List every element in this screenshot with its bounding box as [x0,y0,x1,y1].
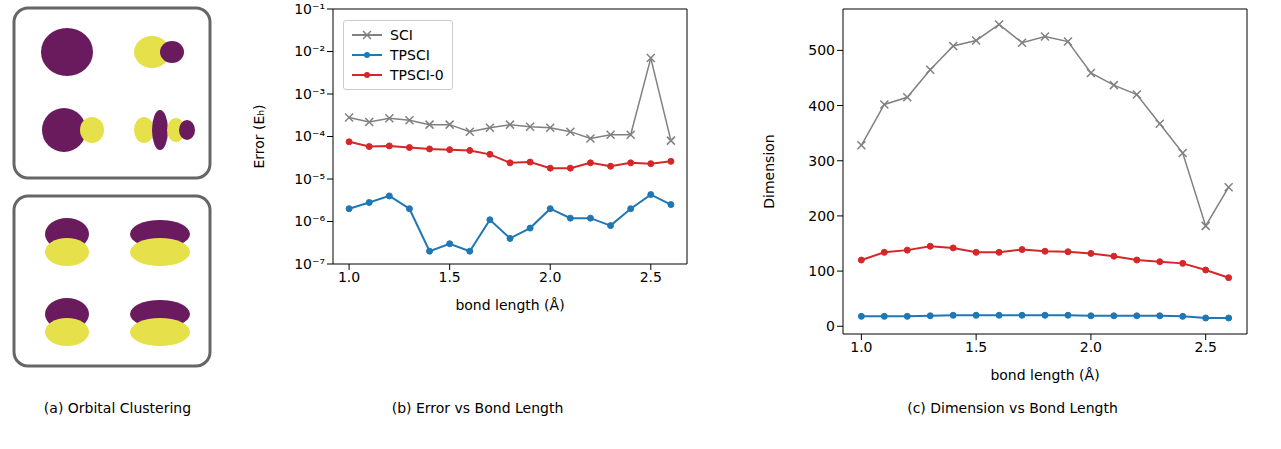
svg-text:bond length (Å): bond length (Å) [455,297,564,313]
svg-text:Dimension: Dimension [761,134,777,208]
svg-text:10⁻⁵: 10⁻⁵ [294,171,325,187]
svg-text:10⁻²: 10⁻² [294,43,325,59]
svg-text:1.5: 1.5 [439,269,461,285]
svg-text:500: 500 [808,42,835,58]
svg-text:10⁻¹: 10⁻¹ [294,1,325,17]
svg-text:400: 400 [808,98,835,114]
svg-text:0: 0 [826,318,835,334]
svg-text:1.0: 1.0 [338,269,360,285]
html-text:TPSCI-0: TPSCI-0 [390,67,444,83]
svg-text:bond length (Å): bond length (Å) [990,367,1099,383]
svg-text:10⁻³: 10⁻³ [294,86,325,102]
html-text:(c) Dimension vs Bond Length: (c) Dimension vs Bond Length [907,400,1118,416]
svg-text:Error (Eₕ): Error (Eₕ) [251,104,267,168]
svg-text:300: 300 [808,153,835,169]
svg-text:2.0: 2.0 [1080,339,1102,355]
svg-text:10⁻⁶: 10⁻⁶ [294,213,325,229]
html-text:TPSCI: TPSCI [390,47,430,63]
svg-text:200: 200 [808,208,835,224]
svg-text:100: 100 [808,263,835,279]
svg-text:2.0: 2.0 [539,269,561,285]
html-text:(b) Error vs Bond Length: (b) Error vs Bond Length [391,400,564,416]
html-text:(a) Orbital Clustering: (a) Orbital Clustering [43,400,192,416]
svg-text:1.5: 1.5 [965,339,987,355]
svg-text:2.5: 2.5 [1195,339,1217,355]
svg-text:1.0: 1.0 [850,339,872,355]
svg-text:2.5: 2.5 [640,269,662,285]
svg-text:10⁻⁷: 10⁻⁷ [294,256,325,272]
html-text:SCI: SCI [390,27,413,43]
svg-text:10⁻⁴: 10⁻⁴ [294,128,325,144]
